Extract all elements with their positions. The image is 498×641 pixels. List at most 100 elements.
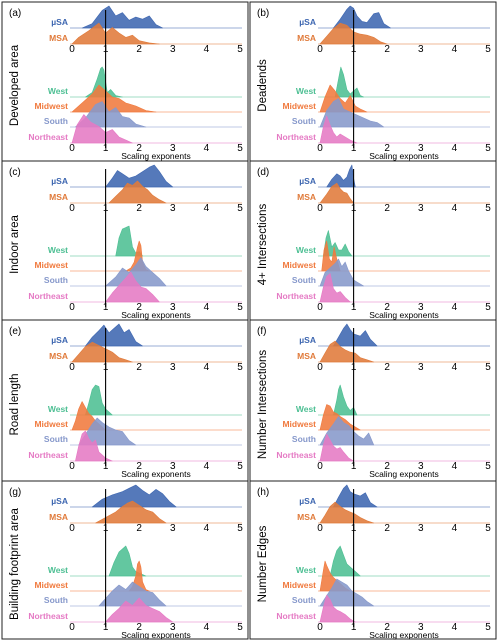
ridge-south xyxy=(78,417,137,446)
series-label-northeast: Northeast xyxy=(28,291,68,301)
upper-tick-label: 0 xyxy=(317,203,323,214)
series-label-usa: µSA xyxy=(51,17,68,27)
panel-g: (g) Building footprint area µSA MSA West Midw… xyxy=(1,480,249,640)
panel-border xyxy=(249,480,497,640)
ridge-south xyxy=(319,578,375,607)
series-label-msa: MSA xyxy=(297,512,316,522)
series-label-northeast: Northeast xyxy=(276,450,316,460)
upper-tick-label: 4 xyxy=(204,44,210,55)
ridge-usa xyxy=(333,323,378,347)
series-label-northeast: Northeast xyxy=(28,132,68,142)
lower-tick-label: 5 xyxy=(485,461,491,472)
series-label-midwest: Midwest xyxy=(282,260,316,270)
upper-tick-label: 0 xyxy=(69,523,75,534)
x-axis-label: Scaling exponents xyxy=(369,469,438,479)
series-label-msa: MSA xyxy=(297,192,316,202)
series-label-northeast: Northeast xyxy=(276,291,316,301)
lower-tick-label: 5 xyxy=(237,143,243,154)
lower-tick-label: 1 xyxy=(103,143,109,154)
ridge-west xyxy=(333,384,358,416)
ridge-south xyxy=(98,581,167,607)
x-axis-label: Scaling exponents xyxy=(369,630,438,640)
series-label-northeast: Northeast xyxy=(28,450,68,460)
series-label-midwest: Midwest xyxy=(282,580,316,590)
x-axis-label: Scaling exponents xyxy=(121,151,190,161)
ridge-msa xyxy=(95,500,167,524)
upper-tick-label: 4 xyxy=(204,362,210,373)
ridge-northeast xyxy=(319,115,358,144)
panel-label: (e) xyxy=(9,326,21,337)
lower-tick-label: 2 xyxy=(136,461,142,472)
upper-tick-label: 2 xyxy=(384,203,390,214)
lower-tick-label: 2 xyxy=(136,143,142,154)
ridge-northeast xyxy=(319,594,356,623)
series-label-usa: µSA xyxy=(299,335,316,345)
panel-c: (c) Indoor area µSA MSA West Midwest South Nort… xyxy=(1,160,249,321)
lower-tick-label: 0 xyxy=(317,302,323,313)
lower-tick-label: 1 xyxy=(351,143,357,154)
panel-label: (b) xyxy=(257,8,269,19)
series-label-south: South xyxy=(44,275,68,285)
series-label-usa: µSA xyxy=(51,335,68,345)
upper-tick-label: 2 xyxy=(384,523,390,534)
lower-tick-label: 0 xyxy=(317,143,323,154)
x-axis-label: Scaling exponents xyxy=(121,469,190,479)
lower-tick-label: 5 xyxy=(485,143,491,154)
series-label-south: South xyxy=(292,595,316,605)
panel-d: (d) 4+ Intersections µSA MSA West Midwest Sout… xyxy=(249,160,497,321)
lower-tick-label: 0 xyxy=(69,461,75,472)
series-label-usa: µSA xyxy=(51,496,68,506)
series-label-west: West xyxy=(296,245,316,255)
ridge-northeast xyxy=(75,430,113,462)
lower-tick-label: 2 xyxy=(384,143,390,154)
panel-a: (a) Developed area µSA MSA West Midwest South N… xyxy=(1,1,249,162)
lower-tick-label: 4 xyxy=(452,143,458,154)
ridge-msa xyxy=(71,22,160,45)
lower-tick-label: 2 xyxy=(136,622,142,633)
y-axis-label: Road length xyxy=(9,373,21,435)
series-label-west: West xyxy=(296,404,316,414)
panel-label: (g) xyxy=(9,487,21,498)
panel-f: (f) Number Intersections µSA MSA West Midwest… xyxy=(249,319,497,482)
ridge-midwest xyxy=(71,84,157,113)
series-label-south: South xyxy=(44,116,68,126)
y-axis-label: Developed area xyxy=(9,44,21,126)
lower-tick-label: 5 xyxy=(485,622,491,633)
series-label-south: South xyxy=(44,595,68,605)
lower-tick-label: 4 xyxy=(204,622,210,633)
series-label-south: South xyxy=(292,275,316,285)
lower-tick-label: 5 xyxy=(237,461,243,472)
lower-tick-label: 1 xyxy=(103,461,109,472)
lower-tick-label: 1 xyxy=(103,622,109,633)
upper-tick-label: 0 xyxy=(69,362,75,373)
lower-tick-label: 3 xyxy=(170,302,176,313)
series-label-west: West xyxy=(48,86,68,96)
upper-tick-label: 4 xyxy=(204,523,210,534)
ridge-usa xyxy=(81,5,163,29)
upper-tick-label: 2 xyxy=(136,362,142,373)
series-label-usa: µSA xyxy=(299,496,316,506)
x-axis-label: Scaling exponents xyxy=(369,310,438,320)
upper-tick-label: 3 xyxy=(418,362,424,373)
ridge-northeast xyxy=(105,271,160,303)
upper-tick-label: 0 xyxy=(317,44,323,55)
y-axis-label: Number Edges xyxy=(257,525,269,602)
lower-tick-label: 3 xyxy=(170,622,176,633)
y-axis-label: Deadends xyxy=(257,59,269,112)
ridge-msa xyxy=(319,340,375,363)
y-axis-label: Number Intersections xyxy=(257,350,269,460)
upper-tick-label: 5 xyxy=(485,44,491,55)
series-label-msa: MSA xyxy=(49,33,68,43)
upper-tick-label: 5 xyxy=(237,523,243,534)
x-axis-label: Scaling exponents xyxy=(121,630,190,640)
series-label-south: South xyxy=(292,116,316,126)
series-label-msa: MSA xyxy=(297,351,316,361)
upper-tick-label: 5 xyxy=(237,362,243,373)
ridge-usa xyxy=(85,323,143,347)
lower-tick-label: 2 xyxy=(384,302,390,313)
series-label-msa: MSA xyxy=(49,192,68,202)
upper-tick-label: 0 xyxy=(69,203,75,214)
series-label-northeast: Northeast xyxy=(276,611,316,621)
upper-tick-label: 3 xyxy=(418,44,424,55)
upper-tick-label: 0 xyxy=(317,362,323,373)
